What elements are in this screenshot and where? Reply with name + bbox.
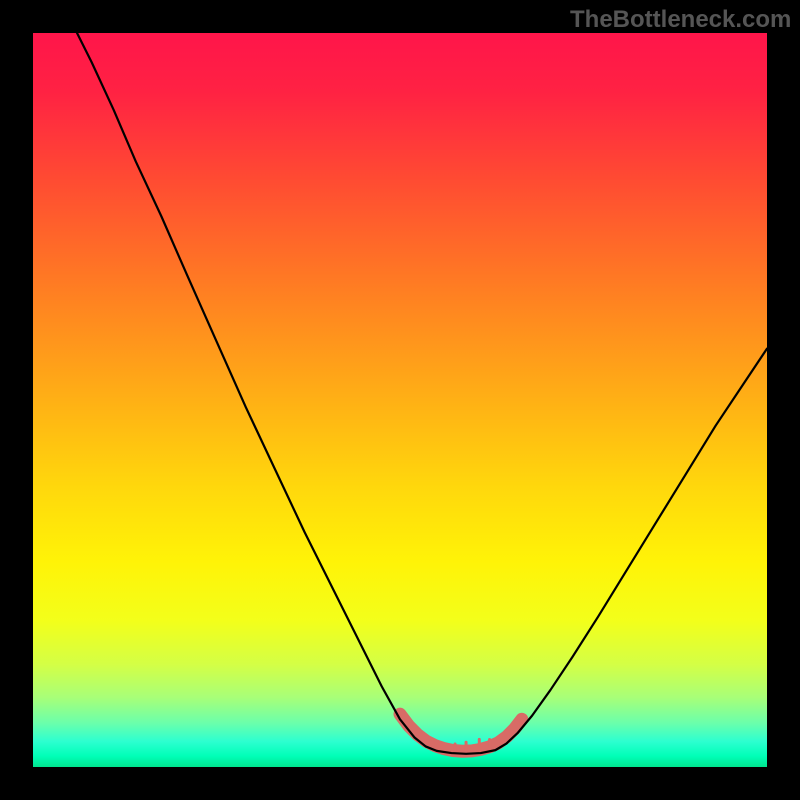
watermark-text: TheBottleneck.com [570, 6, 791, 34]
stage: TheBottleneck.com [0, 0, 800, 800]
plot-area [33, 33, 767, 767]
chart-background [33, 33, 767, 767]
bottleneck-chart [33, 33, 767, 767]
